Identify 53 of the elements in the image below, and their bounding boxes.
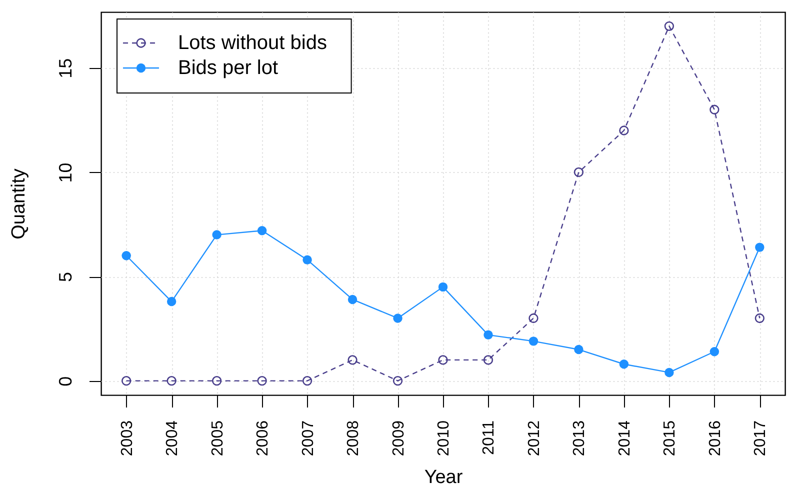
y-tick-label: 15 xyxy=(56,58,76,78)
point xyxy=(710,104,720,114)
point xyxy=(664,368,674,378)
point xyxy=(302,255,312,264)
x-tick-label: 2005 xyxy=(209,420,226,456)
point xyxy=(122,251,131,260)
point xyxy=(754,313,764,324)
point xyxy=(438,282,448,292)
point xyxy=(166,376,176,386)
x-tick-label: 2008 xyxy=(345,420,362,456)
x-tick-label: 2010 xyxy=(436,420,452,456)
point xyxy=(348,294,358,304)
point xyxy=(710,347,720,356)
y-axis-title: Quantity xyxy=(8,168,30,240)
point xyxy=(257,376,267,386)
point xyxy=(483,355,494,365)
point xyxy=(257,226,267,236)
point xyxy=(212,230,222,240)
x-tick-label: 2009 xyxy=(390,420,408,456)
x-tick-label: 2015 xyxy=(662,420,679,456)
point xyxy=(348,355,358,365)
x-tick-label: 2006 xyxy=(254,420,272,456)
x-tick-label: 2004 xyxy=(164,420,182,456)
point xyxy=(302,376,312,386)
point xyxy=(528,313,538,324)
x-axis-title: Year xyxy=(424,467,464,488)
point xyxy=(393,314,402,323)
x-tick-label: 2014 xyxy=(616,420,634,456)
x-tick-label: 2003 xyxy=(118,420,136,456)
legend-label: Lots without bids xyxy=(178,32,327,54)
y-tick-label: 0 xyxy=(56,376,76,386)
point xyxy=(664,21,674,32)
x-tick-label: 2013 xyxy=(571,420,588,456)
point xyxy=(212,376,222,386)
point xyxy=(392,376,403,386)
point xyxy=(166,296,176,306)
point xyxy=(574,167,584,178)
x-tick-label: 2011 xyxy=(480,420,498,455)
x-tick-label: 2007 xyxy=(300,420,317,456)
legend-label: Bids per lot xyxy=(178,57,278,79)
point xyxy=(619,126,629,136)
y-tick-label: 10 xyxy=(56,162,76,183)
x-tick-label: 2017 xyxy=(752,420,770,456)
y-tick-label: 5 xyxy=(56,272,76,282)
point xyxy=(528,336,538,346)
point xyxy=(619,360,629,369)
x-tick-label: 2016 xyxy=(706,420,724,456)
point xyxy=(755,242,764,252)
x-tick-label: 2012 xyxy=(526,420,543,456)
point xyxy=(122,376,132,386)
point xyxy=(484,330,493,340)
point xyxy=(438,355,448,365)
point xyxy=(574,344,584,354)
